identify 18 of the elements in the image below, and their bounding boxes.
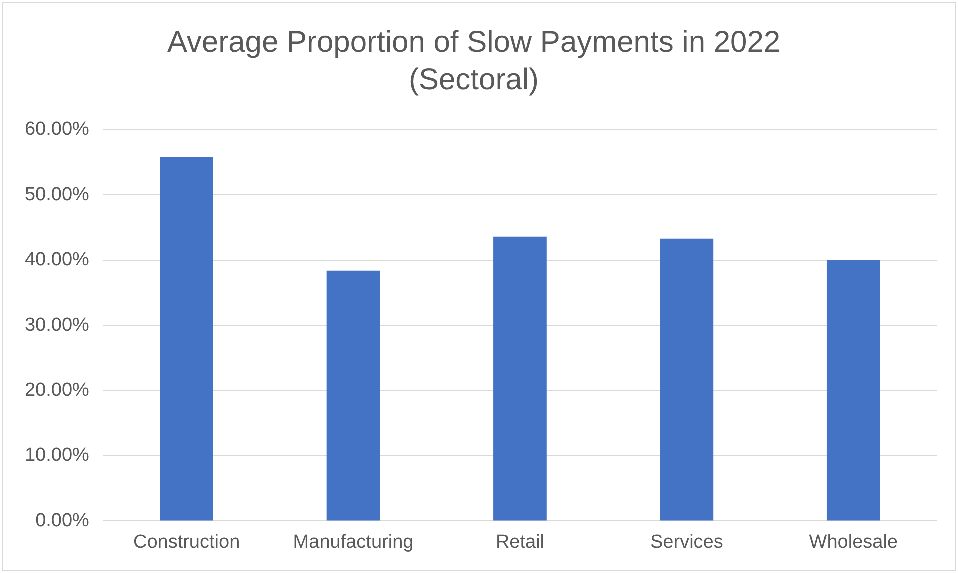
y-tick-label: 10.00% (24, 445, 90, 466)
y-tick-label: 30.00% (24, 314, 90, 336)
y-tick-label: 0.00% (36, 510, 90, 532)
bar (826, 260, 880, 521)
chart-title: Average Proportion of Slow Payments in 2022 (Sectoral) (167, 26, 781, 97)
bar (660, 238, 714, 521)
y-tick-label: 60.00% (24, 119, 90, 140)
x-tick-label: Construction (133, 532, 240, 553)
x-tick-label: Wholesale (809, 532, 898, 553)
x-tick-label: Manufacturing (293, 532, 414, 553)
y-tick-label: 50.00% (24, 184, 90, 206)
x-tick-label: Retail (496, 532, 545, 553)
bar (160, 157, 214, 521)
bar (326, 270, 380, 521)
x-tick-label: Services (650, 532, 724, 553)
bar (494, 236, 547, 521)
y-tick-label: 40.00% (24, 250, 90, 271)
y-tick-label: 20.00% (24, 380, 90, 402)
